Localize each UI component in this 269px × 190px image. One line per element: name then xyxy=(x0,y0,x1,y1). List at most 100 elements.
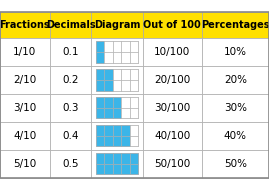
Bar xyxy=(0,12,50,38)
Bar xyxy=(95,97,104,108)
Text: Out of 100: Out of 100 xyxy=(143,20,201,30)
Bar xyxy=(104,153,113,164)
Bar xyxy=(113,41,121,52)
Bar xyxy=(50,94,91,122)
Bar xyxy=(113,153,121,164)
Text: 40/100: 40/100 xyxy=(154,131,190,141)
Bar xyxy=(121,164,130,174)
Bar xyxy=(95,69,104,80)
Bar xyxy=(91,94,143,122)
Bar xyxy=(95,97,139,118)
Bar xyxy=(91,38,143,66)
Text: 30%: 30% xyxy=(224,103,247,113)
Text: 0.4: 0.4 xyxy=(62,131,79,141)
Text: 40%: 40% xyxy=(224,131,247,141)
Bar xyxy=(130,164,139,174)
Bar xyxy=(95,125,139,146)
Bar xyxy=(95,108,104,118)
Text: 20/100: 20/100 xyxy=(154,75,190,85)
Bar xyxy=(104,41,113,52)
Bar xyxy=(113,164,121,174)
Bar xyxy=(202,122,269,150)
Text: 0.3: 0.3 xyxy=(62,103,79,113)
Text: 20%: 20% xyxy=(224,75,247,85)
Bar xyxy=(143,94,202,122)
Text: 30/100: 30/100 xyxy=(154,103,190,113)
Bar xyxy=(104,136,113,146)
Bar xyxy=(113,52,121,63)
Text: 5/10: 5/10 xyxy=(13,159,37,169)
Text: 0.5: 0.5 xyxy=(62,159,79,169)
Text: 4/10: 4/10 xyxy=(13,131,37,141)
Bar xyxy=(202,66,269,94)
Bar xyxy=(202,12,269,38)
Bar xyxy=(0,122,50,150)
Bar xyxy=(104,97,113,108)
Text: 10%: 10% xyxy=(224,47,247,57)
Bar xyxy=(121,69,130,80)
Bar xyxy=(95,153,139,174)
Bar xyxy=(113,80,121,90)
Bar xyxy=(104,52,113,63)
Bar xyxy=(121,153,130,164)
Bar xyxy=(91,122,143,150)
Bar xyxy=(95,41,104,52)
Bar xyxy=(121,125,130,136)
Bar xyxy=(50,122,91,150)
Bar xyxy=(104,108,113,118)
Bar xyxy=(0,150,50,178)
Text: 1/10: 1/10 xyxy=(13,47,37,57)
Bar xyxy=(50,150,91,178)
Bar xyxy=(130,153,139,164)
Bar xyxy=(202,150,269,178)
Bar xyxy=(95,125,104,136)
Bar xyxy=(143,38,202,66)
Bar xyxy=(113,125,121,136)
Bar xyxy=(121,52,130,63)
Bar xyxy=(202,38,269,66)
Bar xyxy=(91,150,143,178)
Text: 50%: 50% xyxy=(224,159,247,169)
Bar xyxy=(50,12,91,38)
Text: 3/10: 3/10 xyxy=(13,103,37,113)
Text: 2/10: 2/10 xyxy=(13,75,37,85)
Text: Decimals: Decimals xyxy=(46,20,95,30)
Bar xyxy=(50,38,91,66)
Bar xyxy=(121,41,130,52)
Text: 50/100: 50/100 xyxy=(154,159,190,169)
Bar xyxy=(130,136,139,146)
Bar xyxy=(130,52,139,63)
Bar xyxy=(202,94,269,122)
Bar xyxy=(121,97,130,108)
Bar xyxy=(0,94,50,122)
Bar xyxy=(143,122,202,150)
Text: 0.2: 0.2 xyxy=(62,75,79,85)
Bar xyxy=(95,153,104,164)
Bar xyxy=(95,164,104,174)
Bar xyxy=(130,125,139,136)
Bar xyxy=(121,80,130,90)
Bar xyxy=(113,136,121,146)
Bar xyxy=(130,108,139,118)
Bar xyxy=(0,12,269,178)
Bar xyxy=(104,164,113,174)
Bar xyxy=(130,41,139,52)
Bar xyxy=(143,12,202,38)
Bar xyxy=(113,108,121,118)
Bar xyxy=(143,66,202,94)
Bar xyxy=(0,66,50,94)
Text: Fractions: Fractions xyxy=(0,20,50,30)
Bar xyxy=(0,38,50,66)
Bar xyxy=(91,12,143,38)
Bar xyxy=(104,69,113,80)
Bar xyxy=(95,52,104,63)
Text: 10/100: 10/100 xyxy=(154,47,190,57)
Bar xyxy=(95,69,139,90)
Bar xyxy=(50,66,91,94)
Text: 0.1: 0.1 xyxy=(62,47,79,57)
Bar xyxy=(113,69,121,80)
Text: Diagram: Diagram xyxy=(94,20,140,30)
Bar xyxy=(130,97,139,108)
Bar xyxy=(104,80,113,90)
Bar xyxy=(143,150,202,178)
